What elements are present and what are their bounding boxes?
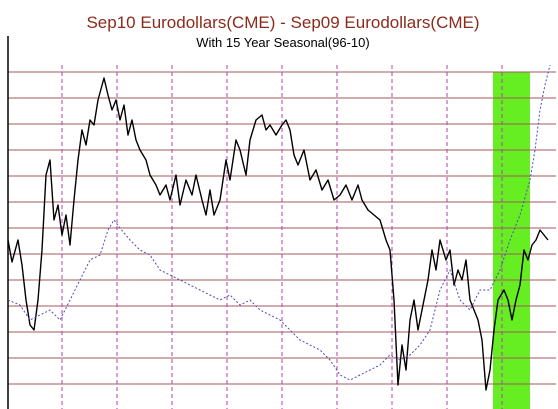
chart-title: Sep10 Eurodollars(CME) - Sep09 Eurodolla… [86,13,479,32]
chart-subtitle: With 15 Year Seasonal(96-10) [196,35,369,50]
series-line [7,77,549,391]
series-line [7,64,551,381]
seasonal-highlight [493,72,530,409]
